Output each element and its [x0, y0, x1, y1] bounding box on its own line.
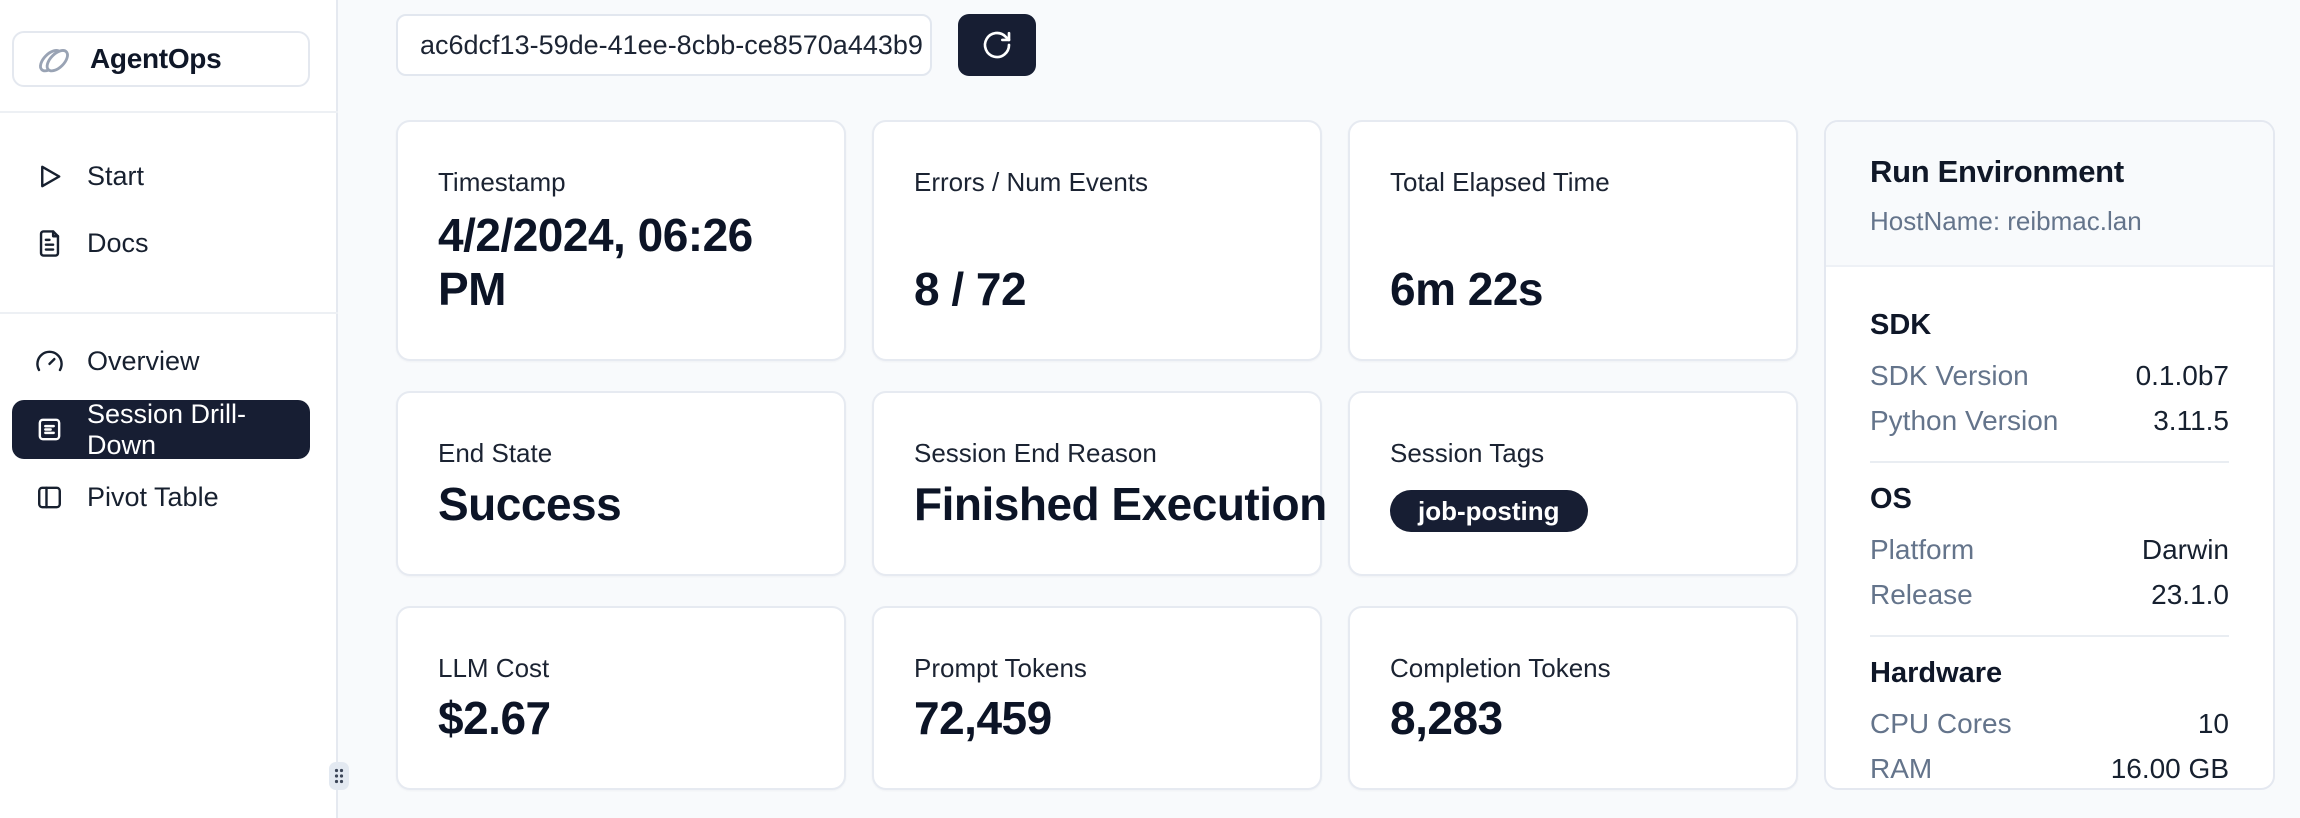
card-label: LLM Cost: [438, 653, 550, 683]
sidebar-item-label: Overview: [87, 346, 200, 376]
run-environment-body: SDK SDK Version 0.1.0b7 Python Version 3…: [1826, 267, 2273, 788]
env-row-value: 3.11.5: [2153, 405, 2229, 436]
env-row: Python Version 3.11.5: [1870, 405, 2229, 437]
sidebar-resize-handle[interactable]: [329, 762, 349, 790]
env-section-os: OS Platform Darwin Release 23.1.0: [1870, 483, 2229, 611]
card-label: Errors / Num Events: [914, 167, 1149, 197]
gauge-icon: [36, 350, 63, 372]
card-value: Success: [438, 478, 622, 531]
card-end-state: End State Success: [396, 391, 846, 576]
refresh-icon: [983, 31, 1011, 59]
card-label: End State: [438, 438, 553, 468]
card-label: Session End Reason: [914, 438, 1157, 468]
env-section-heading: OS: [1870, 483, 1912, 515]
run-environment-header: Run Environment HostName: reibmac.lan: [1826, 122, 2273, 267]
env-row-label: CPU Cores: [1870, 708, 2012, 739]
card-value: 8 / 72: [914, 263, 1027, 316]
app-title: AgentOps: [90, 43, 222, 74]
env-row: SDK Version 0.1.0b7: [1870, 360, 2229, 392]
sidebar-item-start[interactable]: Start: [12, 147, 310, 206]
env-row-label: Platform: [1870, 534, 1975, 565]
env-row: RAM 16.00 GB: [1870, 753, 2229, 785]
card-value: 8,283: [1390, 692, 1503, 745]
env-divider: [1870, 461, 2229, 463]
env-row-value: Darwin: [2141, 534, 2229, 565]
env-row-value: 0.1.0b7: [2135, 360, 2229, 391]
card-value: Finished Execution: [914, 478, 1327, 531]
env-section-heading: Hardware: [1870, 657, 2003, 689]
session-id-input[interactable]: [396, 14, 932, 76]
card-value: 6m 22s: [1390, 263, 1544, 316]
file-text-icon: [39, 230, 60, 257]
card-label: Total Elapsed Time: [1390, 167, 1610, 197]
env-section-sdk: SDK SDK Version 0.1.0b7 Python Version 3…: [1870, 309, 2229, 437]
sidebar-item-label: Docs: [87, 228, 149, 258]
list-box-icon: [38, 418, 61, 441]
env-row-label: SDK Version: [1870, 360, 2029, 391]
sidebar-item-docs[interactable]: Docs: [12, 214, 310, 273]
env-row-label: Release: [1870, 579, 1973, 610]
session-tag-badge: job-posting: [1390, 490, 1588, 532]
env-row-label: RAM: [1870, 753, 1933, 784]
env-row-label: Python Version: [1870, 405, 2059, 436]
sidebar-item-label: Start: [87, 161, 145, 191]
env-row-value: 16.00 GB: [2110, 753, 2229, 784]
sidebar-item-overview[interactable]: Overview: [12, 332, 310, 391]
run-environment-panel: Run Environment HostName: reibmac.lan SD…: [1824, 120, 2275, 790]
sidebar-item-label: Session Drill-Down: [87, 398, 247, 460]
card-errors-num-events: Errors / Num Events 8 / 72: [872, 120, 1322, 361]
card-completion-tokens: Completion Tokens 8,283: [1348, 606, 1798, 790]
drag-handle-icon: [334, 768, 344, 784]
card-timestamp: Timestamp 4/2/2024, 06:26 PM: [396, 120, 846, 361]
sidebar-item-label: Pivot Table: [87, 482, 219, 512]
session-toolbar: [396, 14, 1036, 76]
env-row: Platform Darwin: [1870, 534, 2229, 566]
env-row: CPU Cores 10: [1870, 708, 2229, 740]
refresh-button[interactable]: [958, 14, 1036, 76]
card-label: Session Tags: [1390, 438, 1545, 468]
tag-list: job-posting: [1390, 490, 1758, 532]
metrics-grid: Timestamp 4/2/2024, 06:26 PM Errors / Nu…: [396, 120, 2275, 790]
card-value: $2.67: [438, 692, 551, 745]
card-llm-cost: LLM Cost $2.67: [396, 606, 846, 790]
env-section-heading: SDK: [1870, 309, 1932, 341]
card-value: 4/2/2024, 06:26 PM: [438, 209, 753, 316]
sidebar-item-session-drill-down[interactable]: Session Drill-Down: [12, 398, 310, 460]
hostname-text: HostName: reibmac.lan: [1870, 206, 2142, 236]
sidebar-divider: [0, 312, 338, 314]
env-row: Release 23.1.0: [1870, 579, 2229, 611]
sidebar: AgentOps Start Docs Overview Session Dri…: [0, 0, 338, 818]
env-row-value: 23.1.0: [2151, 579, 2229, 610]
agentops-logo-icon: [34, 39, 74, 79]
card-label: Timestamp: [438, 167, 566, 197]
card-label: Completion Tokens: [1390, 653, 1611, 683]
card-prompt-tokens: Prompt Tokens 72,459: [872, 606, 1322, 790]
env-section-hardware: Hardware CPU Cores 10 RAM 16.00 GB: [1870, 657, 2229, 785]
card-session-tags: Session Tags job-posting: [1348, 391, 1798, 576]
play-icon: [41, 165, 61, 188]
card-label: Prompt Tokens: [914, 653, 1087, 683]
main-content: Timestamp 4/2/2024, 06:26 PM Errors / Nu…: [338, 0, 2300, 818]
run-environment-title: Run Environment: [1870, 154, 2124, 189]
sidebar-divider: [0, 111, 338, 113]
panel-left-icon: [38, 486, 61, 509]
card-session-end-reason: Session End Reason Finished Execution: [872, 391, 1327, 576]
env-divider: [1870, 635, 2229, 637]
agentops-logo[interactable]: AgentOps: [12, 31, 310, 87]
sidebar-item-pivot-table[interactable]: Pivot Table: [12, 468, 310, 527]
env-row-value: 10: [2197, 708, 2229, 739]
card-value: 72,459: [914, 692, 1052, 745]
card-total-elapsed-time: Total Elapsed Time 6m 22s: [1348, 120, 1798, 361]
